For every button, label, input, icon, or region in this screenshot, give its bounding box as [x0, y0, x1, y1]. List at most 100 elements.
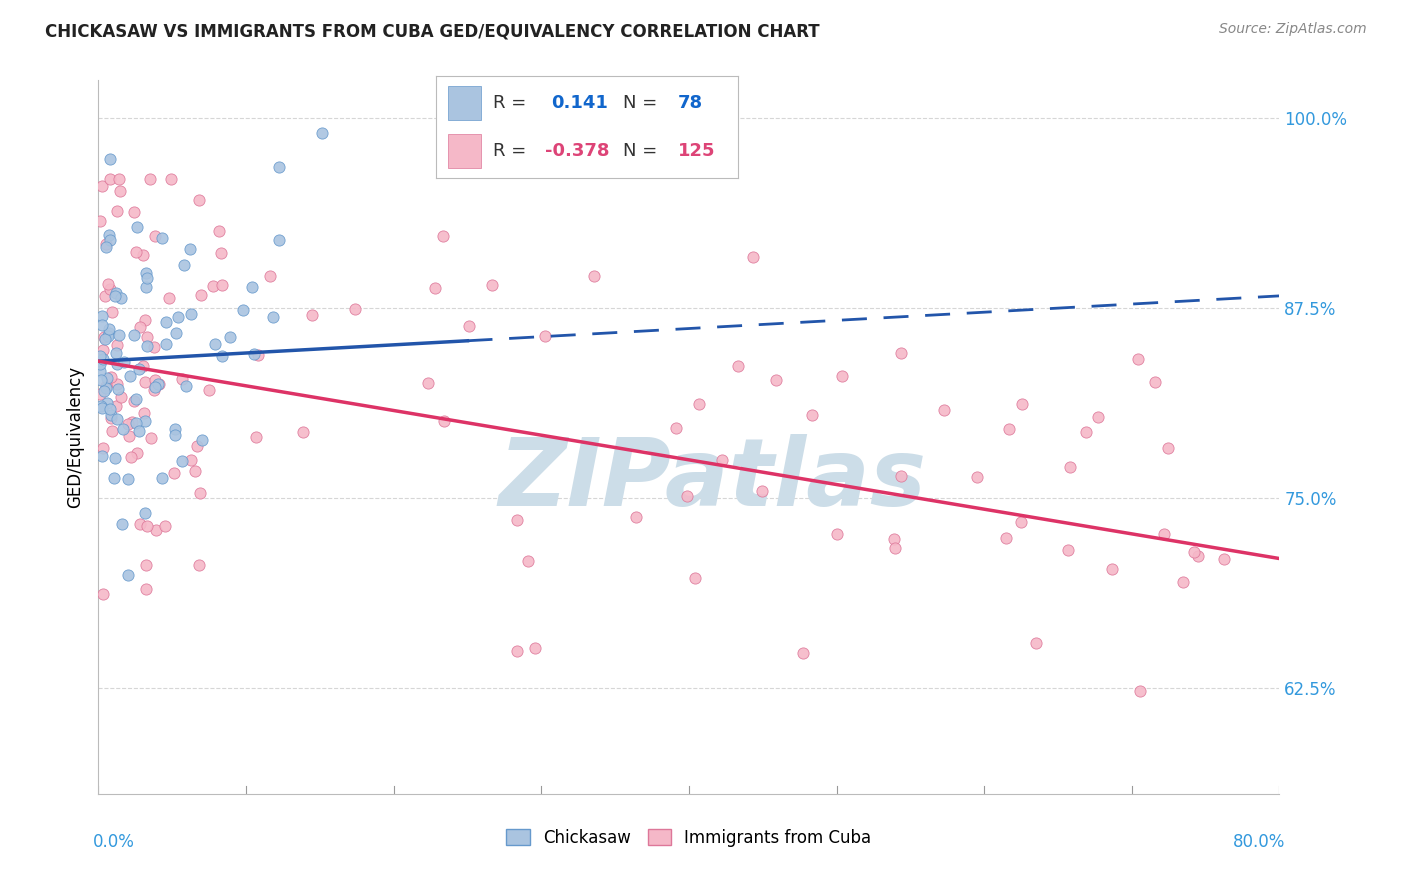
- Point: [91, 179, 114, 194]
- Point: [240, 280, 263, 294]
- Point: [432, 228, 454, 243]
- Point: [1087, 409, 1109, 424]
- Text: 125: 125: [678, 142, 716, 161]
- Point: [188, 558, 211, 572]
- Point: [91, 309, 114, 323]
- Point: [139, 431, 162, 445]
- Point: [148, 376, 170, 391]
- Point: [190, 288, 212, 302]
- Point: [269, 233, 291, 247]
- Point: [998, 422, 1021, 436]
- Point: [97, 228, 120, 243]
- Point: [107, 172, 129, 186]
- Point: [122, 393, 145, 408]
- Point: [801, 408, 824, 422]
- Point: [155, 336, 177, 351]
- Point: [831, 369, 853, 384]
- Point: [1010, 515, 1032, 529]
- Point: [134, 506, 156, 520]
- Point: [98, 152, 121, 166]
- Point: [172, 454, 194, 468]
- Point: [172, 372, 194, 386]
- Point: [173, 258, 195, 272]
- Point: [98, 322, 121, 336]
- Point: [457, 318, 479, 333]
- Point: [995, 531, 1018, 545]
- Point: [727, 359, 749, 374]
- Point: [311, 127, 333, 141]
- Point: [108, 184, 131, 198]
- Text: N =: N =: [623, 94, 658, 112]
- Point: [884, 541, 907, 556]
- Point: [134, 313, 156, 327]
- Point: [96, 379, 118, 393]
- Point: [211, 277, 233, 292]
- Point: [142, 383, 165, 397]
- Point: [188, 194, 211, 208]
- Point: [163, 422, 186, 436]
- Point: [134, 414, 156, 428]
- Point: [1157, 441, 1180, 455]
- Point: [117, 567, 139, 582]
- Point: [132, 247, 155, 261]
- Point: [125, 392, 148, 407]
- Point: [155, 518, 177, 533]
- Point: [89, 363, 111, 377]
- Point: [96, 240, 118, 254]
- Point: [131, 359, 153, 374]
- Point: [117, 417, 139, 431]
- Point: [174, 379, 197, 393]
- Point: [157, 291, 180, 305]
- Point: [97, 328, 120, 343]
- Point: [1143, 375, 1166, 389]
- Point: [301, 308, 323, 322]
- Point: [98, 172, 121, 186]
- Point: [117, 472, 139, 486]
- Point: [191, 433, 214, 447]
- Point: [105, 285, 128, 300]
- Point: [100, 425, 122, 439]
- Point: [418, 376, 440, 390]
- Point: [121, 415, 143, 429]
- Point: [135, 558, 157, 572]
- Point: [105, 357, 128, 371]
- Point: [751, 484, 773, 499]
- Text: ZIPatlas: ZIPatlas: [499, 434, 927, 526]
- Point: [184, 464, 207, 478]
- Point: [232, 303, 254, 318]
- Point: [89, 387, 111, 401]
- Text: 0.141: 0.141: [551, 94, 607, 112]
- Text: -0.378: -0.378: [544, 142, 609, 161]
- Text: Source: ZipAtlas.com: Source: ZipAtlas.com: [1219, 22, 1367, 37]
- Point: [146, 376, 169, 391]
- Point: [100, 281, 122, 295]
- Point: [517, 554, 540, 568]
- Point: [118, 428, 141, 442]
- Point: [98, 233, 121, 247]
- Point: [143, 373, 166, 387]
- Point: [188, 486, 211, 500]
- Point: [103, 471, 125, 485]
- Point: [1011, 397, 1033, 411]
- Point: [93, 330, 115, 344]
- Point: [180, 307, 202, 321]
- Point: [201, 278, 224, 293]
- Point: [134, 376, 156, 390]
- Point: [90, 399, 112, 413]
- Point: [624, 509, 647, 524]
- Point: [198, 383, 221, 397]
- Point: [105, 411, 128, 425]
- Point: [124, 245, 146, 260]
- Point: [1101, 562, 1123, 576]
- Point: [180, 453, 202, 467]
- Point: [582, 269, 605, 284]
- Point: [883, 532, 905, 546]
- Point: [90, 373, 112, 387]
- Text: N =: N =: [623, 142, 658, 161]
- Point: [104, 400, 127, 414]
- Point: [523, 640, 546, 655]
- Point: [1129, 684, 1152, 698]
- Point: [91, 351, 114, 366]
- Point: [107, 204, 129, 219]
- Point: [481, 277, 503, 292]
